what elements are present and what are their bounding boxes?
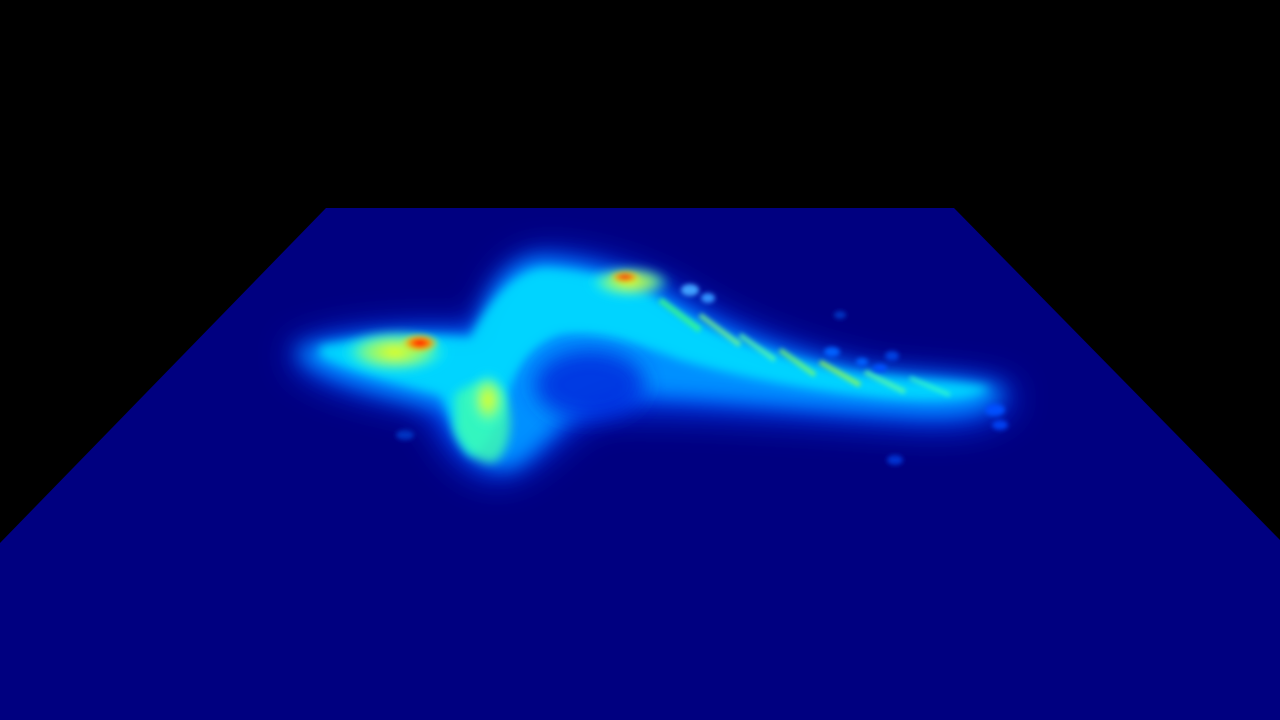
terrain-satellite-bumps — [396, 284, 1008, 465]
terrain-ridge-streaks — [658, 297, 951, 397]
terrain-surface — [290, 255, 1015, 478]
terrain-peak-left — [400, 333, 440, 353]
ground-plane — [0, 208, 1280, 720]
terrain-peak-right — [609, 270, 641, 284]
terrain-central-bowl — [535, 350, 645, 420]
terrain-warm-left-arm — [470, 372, 506, 428]
